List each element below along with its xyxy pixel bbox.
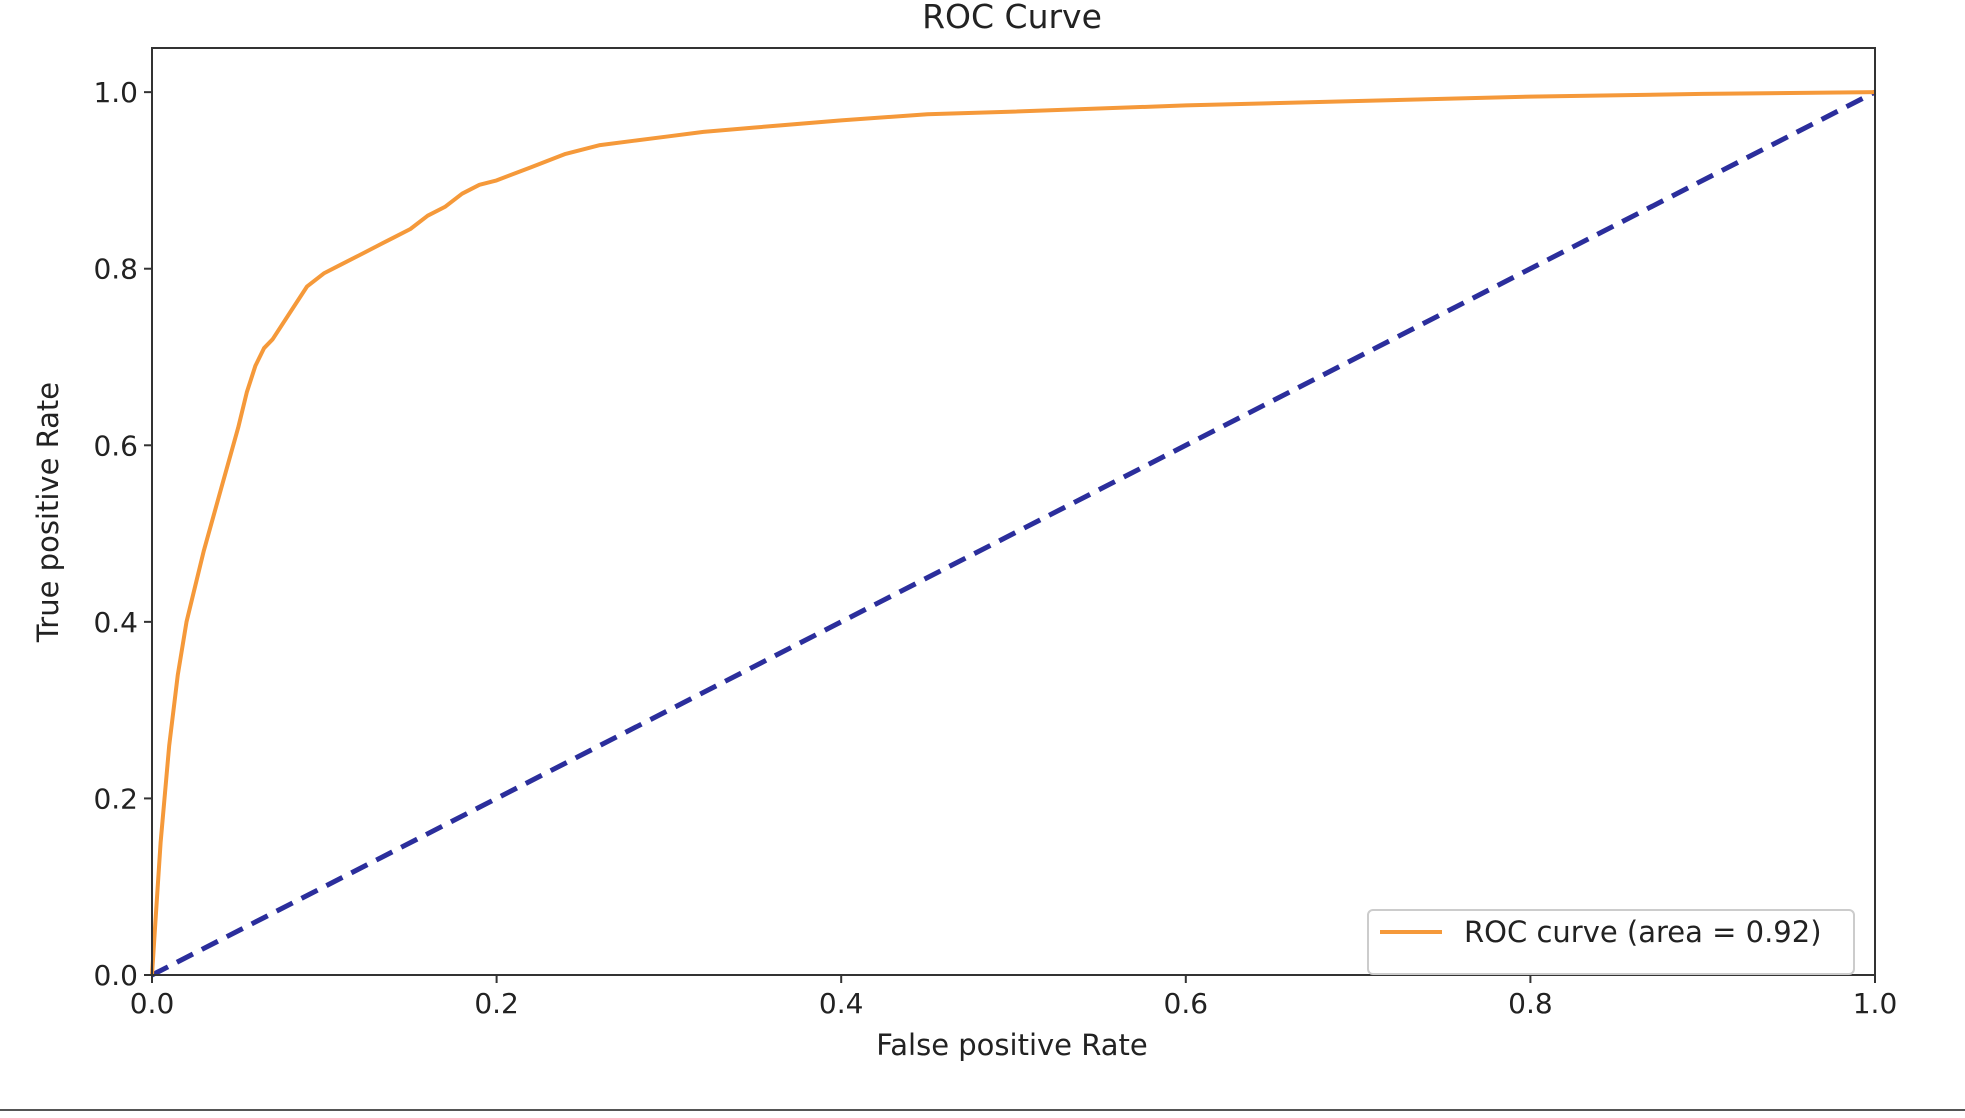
legend: ROC curve (area = 0.92) (1367, 909, 1855, 975)
x-tick-label: 0.2 (474, 987, 519, 1020)
roc-curve-line (150, 90, 1876, 976)
y-tick-label: 0.6 (93, 429, 138, 462)
x-tick-label: 1.0 (1853, 987, 1898, 1020)
x-axis-label: False positive Rate (876, 1028, 1147, 1062)
y-tick-label: 1.0 (93, 76, 138, 109)
chart-title: ROC Curve (922, 0, 1102, 36)
x-tick-label: 0.4 (819, 987, 864, 1020)
y-tick-label: 0.8 (93, 253, 138, 286)
y-tick-label: 0.4 (93, 606, 138, 639)
y-tick-label: 0.2 (93, 782, 138, 815)
x-tick-label: 0.6 (1164, 987, 1209, 1020)
y-tick-label: 0.0 (93, 959, 138, 992)
y-axis-label: True positive Rate (31, 382, 65, 643)
legend-box (1367, 909, 1855, 975)
legend-label-roc: ROC curve (area = 0.92) (1464, 915, 1822, 949)
x-tick-label: 0.0 (130, 987, 175, 1020)
diagonal-reference-line (150, 89, 1877, 978)
plot-area (150, 47, 1877, 978)
plot-frame (151, 47, 1876, 976)
x-tick-label: 0.8 (1508, 987, 1553, 1020)
axis-ticks: 0.0 0.2 0.4 0.6 0.8 1.0 0.0 0.2 0.4 0.6 0.8 1.0 (93, 76, 1897, 1020)
